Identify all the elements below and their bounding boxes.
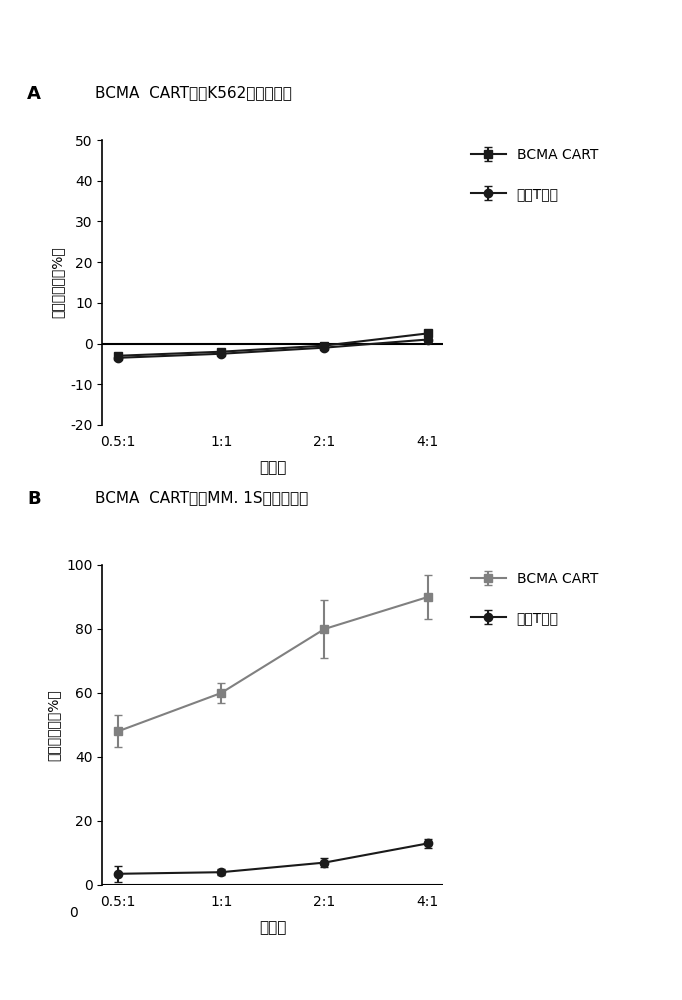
Y-axis label: 杀伤百分率（%）: 杀伤百分率（%） — [50, 247, 65, 318]
X-axis label: 效靶比: 效靶比 — [259, 460, 286, 475]
Text: BCMA  CART对于MM. 1S的杀伤作用: BCMA CART对于MM. 1S的杀伤作用 — [95, 490, 309, 505]
Text: B: B — [27, 490, 41, 508]
Text: A: A — [27, 85, 41, 103]
Y-axis label: 杀伤百分率（%）: 杀伤百分率（%） — [46, 689, 61, 761]
Text: 0: 0 — [69, 906, 78, 920]
Text: BCMA  CART对于K562的杀伤作用: BCMA CART对于K562的杀伤作用 — [95, 85, 293, 100]
Legend: BCMA CART, 对照T细胞: BCMA CART, 对照T细胞 — [464, 141, 605, 208]
Legend: BCMA CART, 对照T细胞: BCMA CART, 对照T细胞 — [464, 566, 605, 632]
X-axis label: 效靶比: 效靶比 — [259, 920, 286, 935]
